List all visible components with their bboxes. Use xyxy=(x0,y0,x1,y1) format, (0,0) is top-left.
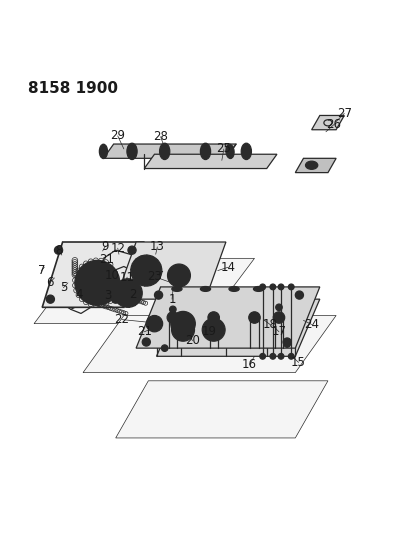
Text: 28: 28 xyxy=(153,130,168,143)
Ellipse shape xyxy=(254,287,264,292)
Text: 6: 6 xyxy=(46,276,53,289)
Circle shape xyxy=(270,284,276,290)
Circle shape xyxy=(276,304,282,311)
Text: 19: 19 xyxy=(202,325,217,338)
Text: 26: 26 xyxy=(327,118,342,131)
Text: 10: 10 xyxy=(105,269,120,282)
Text: 21: 21 xyxy=(137,325,152,338)
Circle shape xyxy=(46,295,55,303)
Text: 24: 24 xyxy=(304,318,319,331)
Ellipse shape xyxy=(159,143,170,159)
Circle shape xyxy=(55,246,62,254)
Circle shape xyxy=(260,284,266,290)
Circle shape xyxy=(155,291,163,299)
Ellipse shape xyxy=(305,161,318,169)
Text: 4: 4 xyxy=(75,288,83,301)
Text: 20: 20 xyxy=(185,334,200,348)
Circle shape xyxy=(285,340,290,344)
Text: 2: 2 xyxy=(129,288,136,301)
Circle shape xyxy=(146,316,163,332)
Ellipse shape xyxy=(201,143,210,159)
Ellipse shape xyxy=(241,143,252,159)
Circle shape xyxy=(144,340,149,344)
Circle shape xyxy=(162,345,168,351)
Circle shape xyxy=(156,293,161,297)
Text: 8: 8 xyxy=(55,244,63,257)
Text: 14: 14 xyxy=(220,261,236,274)
Polygon shape xyxy=(104,144,236,158)
Text: 11: 11 xyxy=(120,271,135,284)
Polygon shape xyxy=(312,116,344,130)
Circle shape xyxy=(202,318,225,341)
Text: 8158 1900: 8158 1900 xyxy=(28,81,118,96)
Polygon shape xyxy=(115,242,226,299)
Ellipse shape xyxy=(226,144,234,158)
Circle shape xyxy=(131,255,162,286)
Ellipse shape xyxy=(229,287,239,292)
Ellipse shape xyxy=(99,144,108,158)
Text: 3: 3 xyxy=(105,289,112,302)
Text: 5: 5 xyxy=(60,281,67,294)
Circle shape xyxy=(278,284,284,290)
Text: 25: 25 xyxy=(217,142,231,156)
Polygon shape xyxy=(83,316,336,373)
Ellipse shape xyxy=(249,312,260,323)
Circle shape xyxy=(289,284,294,290)
Circle shape xyxy=(260,353,266,359)
Polygon shape xyxy=(42,242,144,308)
Circle shape xyxy=(284,341,291,348)
Circle shape xyxy=(297,293,302,297)
Circle shape xyxy=(270,353,276,359)
Text: 13: 13 xyxy=(150,240,165,253)
Circle shape xyxy=(123,288,133,298)
Text: 16: 16 xyxy=(242,358,257,371)
Circle shape xyxy=(112,295,120,303)
Text: 1: 1 xyxy=(168,293,176,305)
Ellipse shape xyxy=(167,312,178,323)
Circle shape xyxy=(289,353,294,359)
Polygon shape xyxy=(144,154,277,168)
Polygon shape xyxy=(296,158,336,173)
Text: 12: 12 xyxy=(110,241,125,255)
Text: 23: 23 xyxy=(147,270,162,283)
Circle shape xyxy=(171,311,195,336)
Text: 18: 18 xyxy=(263,318,277,331)
Polygon shape xyxy=(115,381,328,438)
Text: 29: 29 xyxy=(110,130,125,142)
Circle shape xyxy=(142,338,150,346)
Circle shape xyxy=(128,246,136,254)
Text: 21: 21 xyxy=(99,253,114,265)
Text: 27: 27 xyxy=(337,107,352,120)
Text: 15: 15 xyxy=(291,356,306,369)
Ellipse shape xyxy=(273,312,285,323)
Polygon shape xyxy=(34,259,254,324)
Circle shape xyxy=(75,261,120,305)
Text: 22: 22 xyxy=(114,313,129,326)
Ellipse shape xyxy=(127,143,137,159)
Text: 9: 9 xyxy=(102,240,109,253)
Circle shape xyxy=(90,276,105,290)
Ellipse shape xyxy=(201,287,210,292)
Circle shape xyxy=(283,338,291,346)
Ellipse shape xyxy=(172,287,182,292)
Ellipse shape xyxy=(208,312,219,323)
Circle shape xyxy=(296,291,303,299)
Circle shape xyxy=(114,279,142,308)
Text: 7: 7 xyxy=(38,264,45,277)
Polygon shape xyxy=(136,287,320,348)
Circle shape xyxy=(172,318,194,341)
Circle shape xyxy=(168,264,190,287)
Circle shape xyxy=(170,306,176,313)
Polygon shape xyxy=(157,299,320,356)
Circle shape xyxy=(278,353,284,359)
Text: 17: 17 xyxy=(272,325,286,338)
